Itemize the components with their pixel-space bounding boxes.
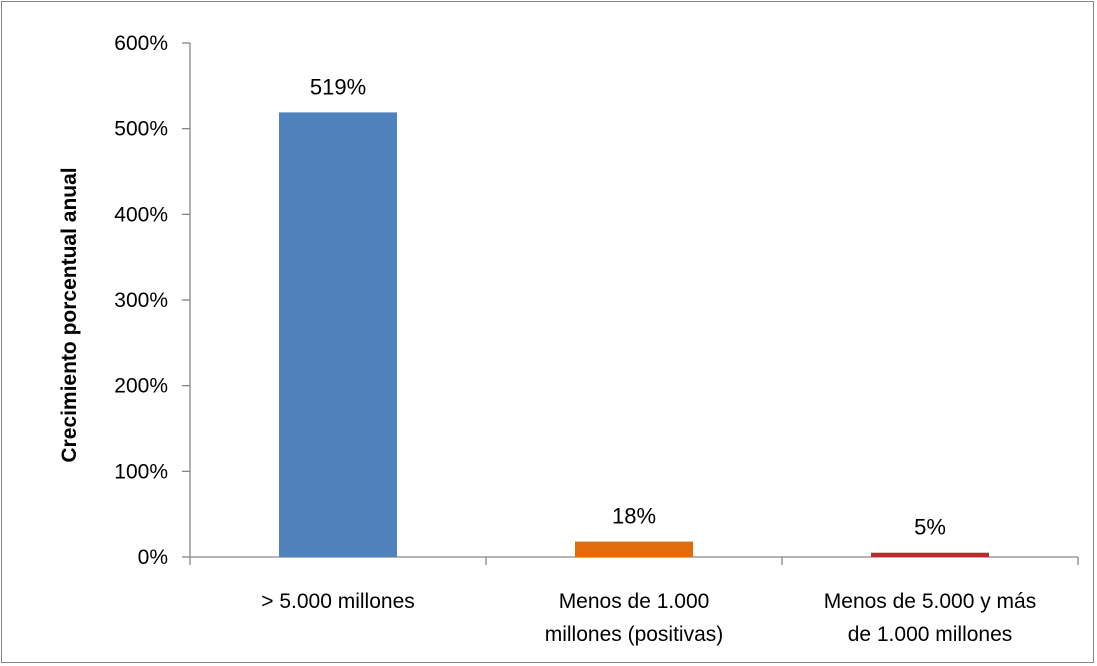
data-label: 519% bbox=[310, 74, 366, 99]
x-tick-label: Menos de 5.000 y más de 1.000 millones bbox=[824, 590, 1036, 646]
y-axis: 0% 100% 200% 300% 400% 500% 600% bbox=[114, 32, 191, 569]
x-tick-label: Menos de 1.000 millones (positivas) bbox=[545, 590, 724, 646]
bar bbox=[279, 112, 397, 557]
y-tick-label: 300% bbox=[114, 289, 168, 312]
bar bbox=[575, 541, 693, 557]
x-tick-label: > 5.000 millones bbox=[261, 590, 415, 613]
data-label: 5% bbox=[914, 515, 946, 540]
x-axis: > 5.000 millones Menos de 1.000 millones (… bbox=[189, 556, 1079, 646]
bar bbox=[871, 552, 989, 557]
y-tick-label: 100% bbox=[114, 460, 168, 483]
y-tick-label: 0% bbox=[138, 546, 168, 569]
y-tick-label: 200% bbox=[114, 375, 168, 398]
y-tick-label: 500% bbox=[114, 118, 168, 141]
bars bbox=[279, 112, 989, 557]
data-label: 18% bbox=[612, 504, 656, 529]
y-axis-title: Crecimiento porcentual anual bbox=[58, 167, 81, 462]
y-tick-label: 600% bbox=[114, 32, 168, 55]
data-labels: 519% 18% 5% bbox=[310, 74, 946, 539]
y-tick-label: 400% bbox=[114, 203, 168, 226]
